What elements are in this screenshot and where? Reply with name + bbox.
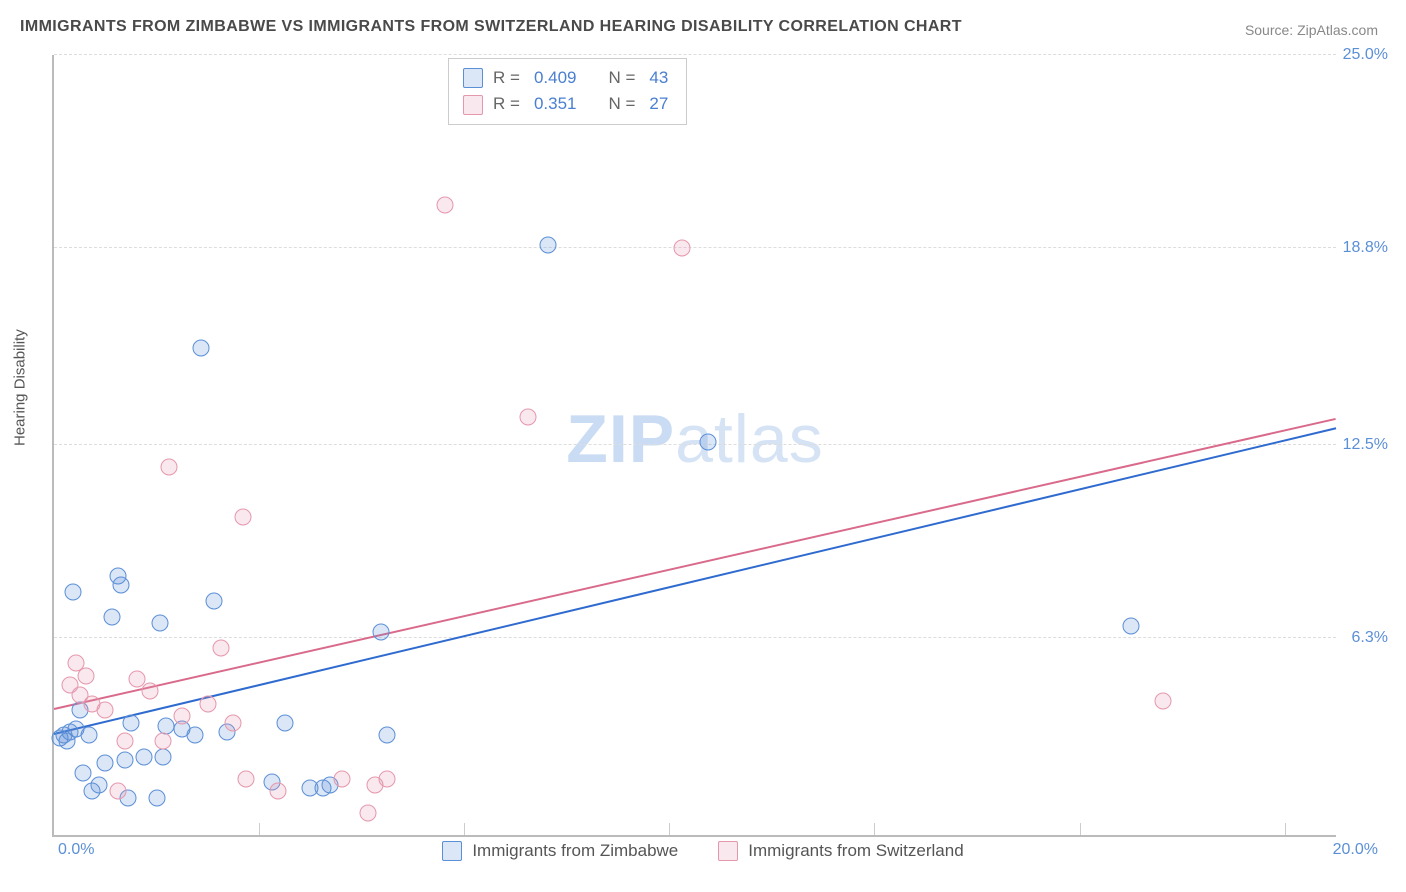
y-tick-label: 25.0% [1343,46,1388,64]
scatter-point [135,749,152,766]
r-label: R = [493,65,520,91]
series-swatch-icon [463,68,483,88]
scatter-point [142,683,159,700]
x-tick-mark [259,823,260,835]
gridline-horizontal [54,54,1336,55]
y-tick-label: 6.3% [1352,629,1388,647]
correlation-legend-box: R = 0.409 N = 43 R = 0.351 N = 27 [448,58,687,125]
scatter-point [154,733,171,750]
x-tick-max: 20.0% [1333,841,1378,859]
scatter-point [158,717,175,734]
scatter-point [74,764,91,781]
x-tick-mark [464,823,465,835]
scatter-point [212,639,229,656]
scatter-point [90,777,107,794]
r-value: 0.351 [534,91,577,117]
series-swatch-icon [463,95,483,115]
scatter-point [199,695,216,712]
scatter-point [103,608,120,625]
x-tick-mark [1080,823,1081,835]
scatter-point [81,727,98,744]
gridline-horizontal [54,247,1336,248]
scatter-point [270,783,287,800]
scatter-point [65,583,82,600]
scatter-point [437,196,454,213]
x-tick-mark [669,823,670,835]
scatter-point [116,733,133,750]
series-swatch-icon [718,841,738,861]
x-tick-mark [874,823,875,835]
scatter-point [113,577,130,594]
chart-title: IMMIGRANTS FROM ZIMBABWE VS IMMIGRANTS F… [20,18,962,36]
scatter-point [334,770,351,787]
scatter-point [379,770,396,787]
n-label: N = [608,91,635,117]
legend-item: Immigrants from Switzerland [718,841,963,861]
scatter-point [1122,617,1139,634]
scatter-point [225,714,242,731]
trend-line [54,427,1336,735]
scatter-point [372,624,389,641]
source-attribution: Source: ZipAtlas.com [1245,22,1378,38]
scatter-point [520,408,537,425]
series-swatch-icon [442,841,462,861]
scatter-point [315,780,332,797]
scatter-point [206,593,223,610]
watermark-text: ZIPatlas [566,400,823,478]
scatter-point [78,667,95,684]
scatter-point [193,340,210,357]
y-axis-label: Hearing Disability [12,329,29,446]
scatter-point [174,708,191,725]
n-value: 27 [649,91,668,117]
scatter-point [97,755,114,772]
scatter-point [116,752,133,769]
scatter-point [699,433,716,450]
scatter-point [148,789,165,806]
scatter-point [187,727,204,744]
r-label: R = [493,91,520,117]
scatter-point [360,805,377,822]
scatter-point [122,714,139,731]
scatter-point [276,714,293,731]
correlation-row: R = 0.409 N = 43 [463,65,672,91]
scatter-point [539,237,556,254]
scatter-point [674,240,691,257]
y-tick-label: 12.5% [1343,436,1388,454]
gridline-horizontal [54,637,1336,638]
scatter-point [110,783,127,800]
scatter-point [151,614,168,631]
watermark-bold: ZIP [566,401,675,477]
trend-line [54,418,1336,710]
bottom-legend: Immigrants from Zimbabwe Immigrants from… [0,841,1406,861]
scatter-point [1154,692,1171,709]
scatter-point [161,458,178,475]
x-tick-min: 0.0% [58,841,94,859]
x-tick-mark [1285,823,1286,835]
scatter-point [97,702,114,719]
correlation-row: R = 0.351 N = 27 [463,91,672,117]
gridline-horizontal [54,444,1336,445]
watermark-light: atlas [675,401,824,477]
legend-label: Immigrants from Switzerland [748,841,963,861]
scatter-point [238,770,255,787]
scatter-point [154,749,171,766]
scatter-point [235,508,252,525]
n-label: N = [608,65,635,91]
r-value: 0.409 [534,65,577,91]
y-tick-label: 18.8% [1343,239,1388,257]
scatter-point [379,727,396,744]
legend-item: Immigrants from Zimbabwe [442,841,678,861]
legend-label: Immigrants from Zimbabwe [472,841,678,861]
n-value: 43 [649,65,668,91]
scatter-plot-area: ZIPatlas [52,55,1336,837]
